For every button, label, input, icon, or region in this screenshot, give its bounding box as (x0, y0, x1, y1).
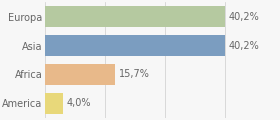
Bar (45, 35, 225, 56)
Bar (45, 6, 225, 27)
Text: 40,2%: 40,2% (229, 41, 259, 51)
Text: 4,0%: 4,0% (67, 98, 91, 108)
Text: 40,2%: 40,2% (229, 12, 259, 22)
Bar (45, 64, 115, 85)
Text: 15,7%: 15,7% (119, 69, 150, 79)
Bar (45, 93, 63, 114)
